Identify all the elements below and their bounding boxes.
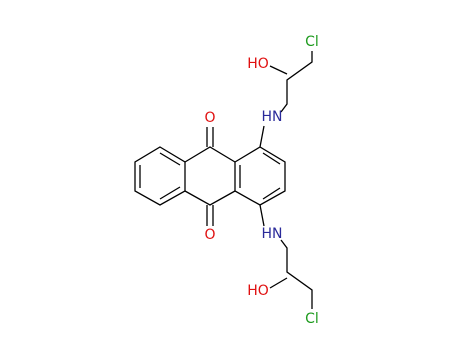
- atom-label: O: [204, 227, 215, 243]
- atom-label: HO: [247, 56, 269, 72]
- left-ring: [134, 146, 186, 206]
- bottom-chain: [259, 204, 313, 309]
- hydroxyl-bond: [269, 65, 288, 75]
- atom-label: HO: [247, 283, 269, 299]
- double-bond: [262, 187, 281, 200]
- atom-label: HN: [262, 109, 283, 125]
- atom-label: O: [204, 110, 215, 126]
- atom-label: Cl: [305, 34, 319, 50]
- right-ring: [234, 146, 286, 206]
- atom-label: Cl: [305, 311, 319, 327]
- atom-label: HN: [262, 226, 283, 242]
- bonds: [134, 51, 313, 309]
- double-bond: [159, 186, 181, 200]
- middle-ring: [184, 146, 236, 206]
- top-chain: [259, 51, 313, 148]
- double-bond: [262, 152, 281, 165]
- hydroxyl-bond: [269, 277, 288, 289]
- double-bond: [159, 152, 181, 166]
